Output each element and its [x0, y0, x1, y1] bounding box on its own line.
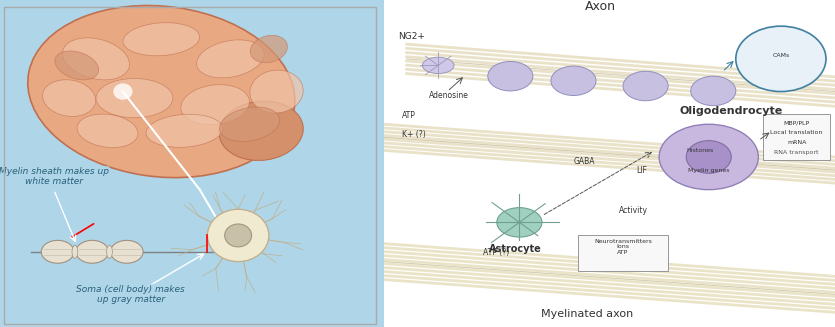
Ellipse shape: [423, 57, 454, 74]
Text: NG2+: NG2+: [397, 32, 424, 41]
Ellipse shape: [181, 85, 250, 125]
Text: RNA transport: RNA transport: [774, 150, 819, 155]
Ellipse shape: [220, 107, 280, 142]
Text: ATP: ATP: [402, 111, 416, 120]
Ellipse shape: [110, 240, 143, 263]
Text: Soma (cell body) makes
up gray matter: Soma (cell body) makes up gray matter: [76, 284, 185, 304]
Circle shape: [207, 209, 269, 262]
Text: ATP (?): ATP (?): [483, 248, 509, 257]
Ellipse shape: [659, 124, 758, 190]
Text: Myelin genes: Myelin genes: [688, 167, 730, 173]
Text: Astrocyte: Astrocyte: [488, 244, 541, 253]
Text: Myelinated axon: Myelinated axon: [541, 309, 633, 319]
Ellipse shape: [691, 76, 736, 106]
Text: Local translation: Local translation: [771, 130, 822, 135]
Ellipse shape: [250, 70, 303, 113]
Ellipse shape: [551, 66, 596, 95]
Text: GABA: GABA: [574, 157, 595, 165]
Circle shape: [114, 83, 133, 100]
Ellipse shape: [72, 245, 78, 258]
Ellipse shape: [28, 6, 295, 178]
Ellipse shape: [107, 245, 113, 258]
Ellipse shape: [488, 61, 533, 91]
Ellipse shape: [41, 240, 74, 263]
Ellipse shape: [76, 240, 109, 263]
Ellipse shape: [55, 51, 99, 80]
Ellipse shape: [63, 38, 129, 80]
Ellipse shape: [250, 35, 287, 63]
Ellipse shape: [686, 141, 731, 173]
Ellipse shape: [43, 80, 96, 116]
Ellipse shape: [219, 101, 303, 161]
Text: Oligodendrocyte: Oligodendrocyte: [680, 106, 783, 116]
Text: Neurotransmitters
Ions
ATP: Neurotransmitters Ions ATP: [595, 239, 652, 255]
Text: mRNA: mRNA: [787, 140, 807, 145]
Text: Activity: Activity: [619, 206, 648, 215]
Text: Myelin sheath makes up
white matter: Myelin sheath makes up white matter: [0, 167, 109, 186]
Text: LIF: LIF: [636, 166, 647, 175]
Ellipse shape: [497, 208, 542, 237]
FancyBboxPatch shape: [0, 0, 384, 327]
Circle shape: [225, 224, 251, 247]
Ellipse shape: [77, 114, 138, 147]
Ellipse shape: [123, 23, 200, 56]
Text: CAMs: CAMs: [772, 53, 790, 58]
Text: Histones: Histones: [686, 148, 713, 153]
Ellipse shape: [96, 78, 173, 118]
Ellipse shape: [196, 40, 265, 78]
Text: MBP/PLP: MBP/PLP: [783, 120, 810, 125]
Ellipse shape: [146, 114, 223, 147]
FancyBboxPatch shape: [578, 235, 668, 271]
Text: Adenosine: Adenosine: [429, 91, 469, 100]
Text: K+ (?): K+ (?): [402, 130, 426, 139]
Ellipse shape: [623, 71, 668, 101]
Text: Axon: Axon: [585, 0, 616, 13]
FancyBboxPatch shape: [763, 114, 831, 160]
Circle shape: [736, 26, 826, 92]
